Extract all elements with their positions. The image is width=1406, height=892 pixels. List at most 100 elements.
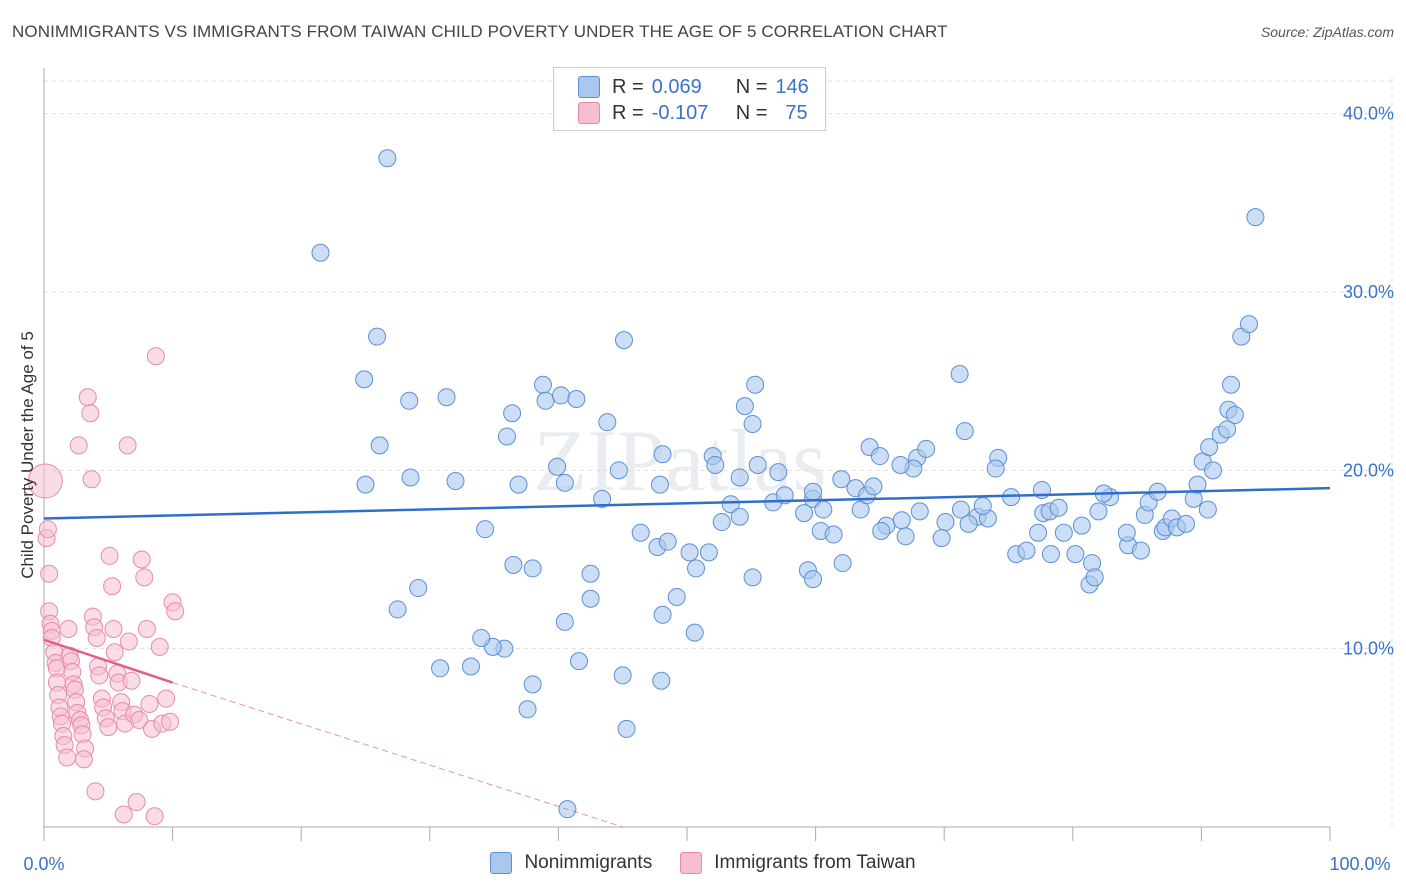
- blue-point: [1117, 523, 1136, 542]
- blue-point: [1085, 568, 1104, 587]
- blue-point: [1200, 438, 1219, 457]
- pink-point: [74, 750, 93, 769]
- x-tick-label: 0.0%: [23, 854, 64, 874]
- y-tick-label: 40.0%: [1343, 104, 1394, 124]
- pink-point: [166, 602, 185, 621]
- blue-point: [523, 675, 542, 694]
- blue-point: [518, 700, 537, 719]
- blue-point: [446, 472, 465, 491]
- pink-point: [132, 550, 151, 569]
- y-tick-label: 20.0%: [1343, 460, 1394, 480]
- pink-point: [114, 805, 133, 824]
- blue-point: [748, 455, 767, 474]
- blue-point: [548, 457, 567, 476]
- blue-point: [864, 477, 883, 496]
- blue-point: [910, 502, 929, 521]
- n-label: N =: [735, 101, 768, 124]
- blue-point: [551, 386, 570, 405]
- pink-point: [122, 671, 141, 690]
- blue-point: [431, 659, 450, 678]
- blue-point: [950, 365, 969, 384]
- blue-point: [1239, 315, 1258, 334]
- blue-point: [355, 370, 374, 389]
- pink-point: [105, 643, 124, 662]
- blue-point: [680, 543, 699, 562]
- pink-point: [103, 577, 122, 596]
- blue-point: [699, 543, 718, 562]
- nonimmigrants-trend-line: [43, 486, 1331, 520]
- blue-point: [652, 671, 671, 690]
- legend-item-nonimmigrants: Nonimmigrants: [490, 852, 652, 874]
- blue-point: [667, 587, 686, 606]
- blue-point: [986, 459, 1005, 478]
- source-label: Source: ZipAtlas.com: [1260, 24, 1394, 40]
- n-value: 75: [785, 101, 808, 124]
- blue-point: [614, 331, 633, 350]
- blue-point: [1225, 406, 1244, 425]
- legend-row-nonimmigrants: R = 0.069 N = 146: [578, 74, 809, 100]
- blue-point: [1089, 502, 1108, 521]
- blue-point: [743, 414, 762, 433]
- blue-point: [509, 475, 528, 494]
- x-tick-label: 100.0%: [1329, 854, 1390, 874]
- pink-point: [104, 620, 123, 639]
- pink-point: [90, 666, 109, 685]
- pink-point: [81, 404, 100, 423]
- blue-point: [814, 500, 833, 519]
- trend-lines: [43, 486, 1331, 828]
- blue-point: [401, 468, 420, 487]
- blue-point: [1049, 498, 1068, 517]
- blue-point: [735, 397, 754, 416]
- blue-point: [687, 559, 706, 578]
- blue-point: [955, 422, 974, 441]
- y-tick-label: 10.0%: [1343, 639, 1394, 659]
- y-tick-label: 30.0%: [1343, 282, 1394, 302]
- blue-point: [833, 554, 852, 573]
- blue-point: [932, 529, 951, 548]
- blue-point: [892, 511, 911, 530]
- pink-point: [146, 347, 165, 366]
- blue-point: [476, 520, 495, 539]
- blue-point: [959, 514, 978, 533]
- blue-point: [1131, 541, 1150, 560]
- blue-point: [1176, 514, 1195, 533]
- tick-labels: 10.0% 20.0% 30.0% 40.0% 0.0% 100.0% Child Pove…: [18, 104, 1394, 874]
- blue-point: [936, 513, 955, 532]
- pink-point: [100, 546, 119, 565]
- blue-point: [870, 447, 889, 466]
- immigrants-from-taiwan-points: [27, 347, 185, 826]
- correlation-legend: R = 0.069 N = 146 R = -0.107 N = 75: [553, 67, 826, 131]
- r-label: R =: [612, 75, 644, 98]
- blue-point: [581, 564, 600, 583]
- blue-point: [567, 390, 586, 408]
- blue-point: [631, 523, 650, 542]
- pink-point: [140, 694, 159, 713]
- blue-point: [370, 436, 389, 455]
- blue-point: [1029, 523, 1048, 542]
- blue-point: [712, 513, 731, 532]
- blue-point: [533, 375, 552, 394]
- pink-point: [137, 620, 156, 639]
- blue-point: [951, 500, 970, 519]
- n-label: N =: [735, 75, 768, 98]
- blue-point: [613, 666, 632, 685]
- blue-point: [1054, 523, 1073, 542]
- blue-swatch: [578, 76, 600, 98]
- immigrants-trend-line: [43, 638, 173, 684]
- blue-point: [650, 475, 669, 494]
- blue-point: [378, 149, 397, 168]
- blue-point: [1066, 545, 1085, 564]
- blue-point: [832, 470, 851, 489]
- pink-point: [58, 748, 77, 767]
- nonimmigrants-points: [311, 149, 1265, 819]
- pink-point: [82, 470, 101, 489]
- blue-point: [569, 652, 588, 671]
- blue-point: [917, 439, 936, 458]
- pink-point: [27, 463, 63, 499]
- blue-point: [872, 521, 891, 540]
- blue-point: [1072, 516, 1091, 535]
- blue-point: [504, 555, 523, 574]
- pink-point: [40, 564, 59, 583]
- blue-point: [437, 388, 456, 407]
- blue-point: [523, 559, 542, 578]
